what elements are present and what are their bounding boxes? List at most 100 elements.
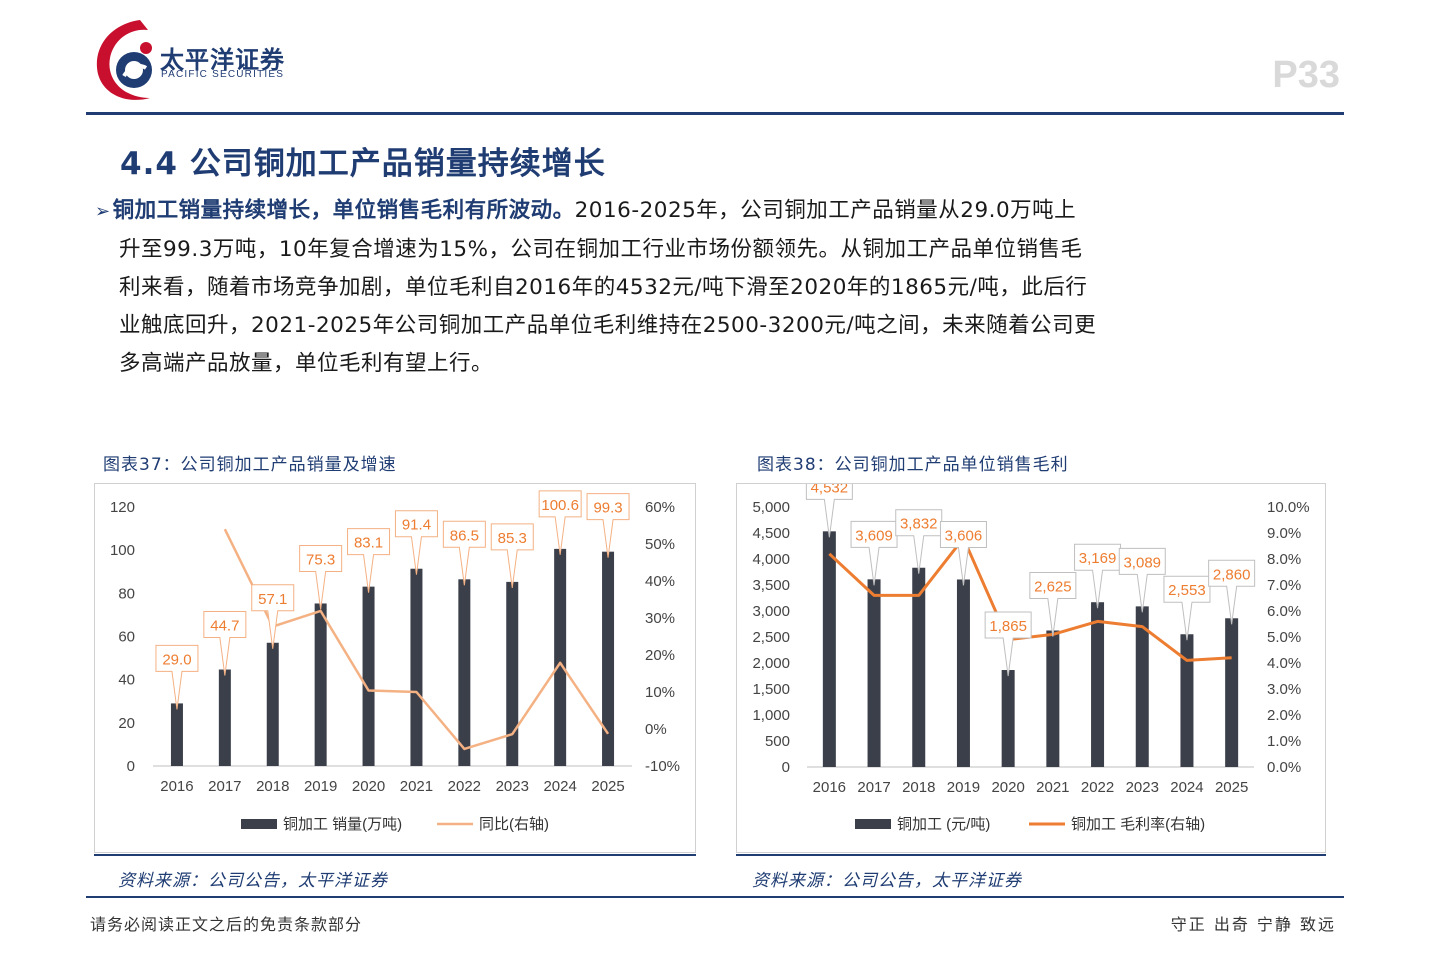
fig38-category-label: 2023 [1126,779,1159,796]
fig37-legend-line-label: 同比(右轴) [479,816,549,833]
fig38-left-tick-label: 1,000 [752,707,790,724]
section-title: 4.4 公司铜加工产品销量持续增长 [120,146,606,182]
fig37-data-label-callout [394,510,438,575]
fig37-bar [314,603,327,766]
figure-38-title: 图表38：公司铜加工产品单位销售毛利 [757,455,1069,475]
fig38-left-tick-label: 1,500 [752,681,790,698]
fig37-right-tick-label: 0% [645,721,667,738]
fig37-bar [218,669,231,766]
fig37-data-label-callout [538,490,582,555]
fig37-category-label: 2017 [208,778,241,795]
fig38-right-tick-label: 5.0% [1267,629,1301,646]
fig38-bar [1225,618,1239,767]
fig37-left-tick-label: 80 [118,585,135,602]
fig38-right-tick-label: 9.0% [1267,525,1301,542]
paragraph-line-1: 2016-2025年，公司铜加工产品销量从29.0万吨上 [574,198,1077,223]
fig38-bar [1135,606,1149,767]
fig38-data-label-callout [1208,559,1256,625]
fig37-category-label: 2016 [160,778,193,795]
paragraph-highlight: 铜加工销量持续增长，单位销售毛利有所波动。 [112,198,575,223]
fig38-data-label-callout [1029,572,1077,637]
fig38-data-label-callout [805,484,853,538]
fig37-bar [602,551,615,766]
fig37-right-tick-label: 30% [645,610,675,627]
fig37-left-tick-label: 20 [118,715,135,732]
fig38-data-label: 4,532 [811,484,849,496]
fig38-right-tick-label: 6.0% [1267,603,1301,620]
fig37-bar [554,548,567,766]
fig38-left-tick-label: 500 [765,733,790,750]
fig37-bar [266,642,279,766]
fig37-line-series [223,528,610,751]
paragraph-line-2: 升至99.3万吨，10年复合增速为15%，公司在铜加工行业市场份额领先。从铜加工… [119,237,1083,262]
fig38-left-tick-label: 4,000 [752,551,790,568]
fig38-data-label-callout [939,520,987,586]
fig37-legend-bar-swatch [241,819,277,829]
fig38-bar [912,567,926,767]
fig37-right-tick-label: -10% [645,758,680,775]
fig37-data-label-callout [155,644,199,710]
fig37-right-tick-label: 50% [645,536,675,553]
fig38-data-label: 2,553 [1168,582,1206,599]
fig38-category-label: 2016 [813,779,846,796]
fig37-data-label: 83.1 [354,535,383,552]
brand-name-en: PACIFIC SECURITIES [161,69,285,80]
fig38-right-tick-label: 10.0% [1267,499,1310,516]
fig37-category-label: 2020 [352,778,385,795]
fig38-data-label: 3,832 [900,516,938,533]
paragraph-line-3: 利来看，随着市场竞争加剧，单位毛利自2016年的4532元/吨下滑至2020年的… [119,275,1088,300]
fig38-legend-bar-label: 铜加工 (元/吨) [897,816,990,833]
fig37-bar [506,581,519,766]
fig37-left-tick-label: 120 [110,499,135,516]
fig38-legend-line-label: 铜加工 毛利率(右轴) [1071,816,1205,833]
fig37-data-label: 44.7 [210,618,239,635]
fig37-data-label: 86.5 [450,527,479,544]
fig38-data-label: 3,089 [1123,554,1161,571]
fig38-right-tick-label: 1.0% [1267,733,1301,750]
fig38-data-label: 3,606 [945,527,983,544]
fig38-right-tick-label: 2.0% [1267,707,1301,724]
fig37-data-label: 29.0 [162,651,191,668]
fig38-bar [956,579,970,767]
fig38-category-label: 2018 [902,779,935,796]
fig37-category-label: 2023 [496,778,529,795]
fig38-bar [1046,630,1060,767]
fig38-left-tick-label: 3,000 [752,603,790,620]
page-number: P33 [1272,54,1340,96]
fig38-right-tick-label: 8.0% [1267,551,1301,568]
brand-name-cn: 太平洋证券 [160,46,285,74]
fig37-right-tick-label: 60% [645,499,675,516]
fig37-right-tick-label: 40% [645,573,675,590]
fig37-left-tick-label: 0 [127,758,135,775]
fig37-right-tick-label: 10% [645,684,675,701]
fig37-data-label: 100.6 [541,497,579,514]
footer-divider [86,896,1344,898]
fig37-data-label: 91.4 [402,517,431,534]
fig38-category-label: 2022 [1081,779,1114,796]
fig38-category-label: 2021 [1036,779,1069,796]
figure-37-source-divider [94,854,696,856]
fig38-bar [1001,670,1015,767]
fig37-right-tick-label: 20% [645,647,675,664]
fig37-category-label: 2021 [400,778,433,795]
fig38-left-tick-label: 0 [782,759,790,776]
fig38-bar [867,579,881,767]
figure-37-source: 资料来源：公司公告，太平洋证券 [118,871,388,891]
fig37-category-label: 2022 [448,778,481,795]
fig37-data-label-callout [442,520,486,586]
arrow-bullet-icon: ➢ [95,201,111,222]
figure-37-svg: 0 20 40 60 80 100 120 -10% 0% 10% 20% 30% 40% 50% 60% 2… [110,490,680,833]
fig37-category-label: 2024 [543,778,576,795]
fig37-data-label-callout [586,493,630,558]
figure-38-source-divider [736,854,1326,856]
fig37-left-tick-label: 40 [118,672,135,689]
fig38-left-tick-label: 3,500 [752,577,790,594]
disclaimer-text: 请务必阅读正文之后的免责条款部分 [90,915,363,934]
fig38-right-tick-label: 0.0% [1267,759,1301,776]
figure-38-chart: 0 500 1,000 1,500 2,000 2,500 3,000 3,500 4,000 4… [736,483,1326,853]
fig38-bar [1180,634,1194,767]
fig38-right-tick-label: 4.0% [1267,655,1301,672]
fig37-data-label: 75.3 [306,551,335,568]
fig37-data-label-callout [203,611,247,676]
fig38-data-label: 1,865 [989,618,1027,635]
